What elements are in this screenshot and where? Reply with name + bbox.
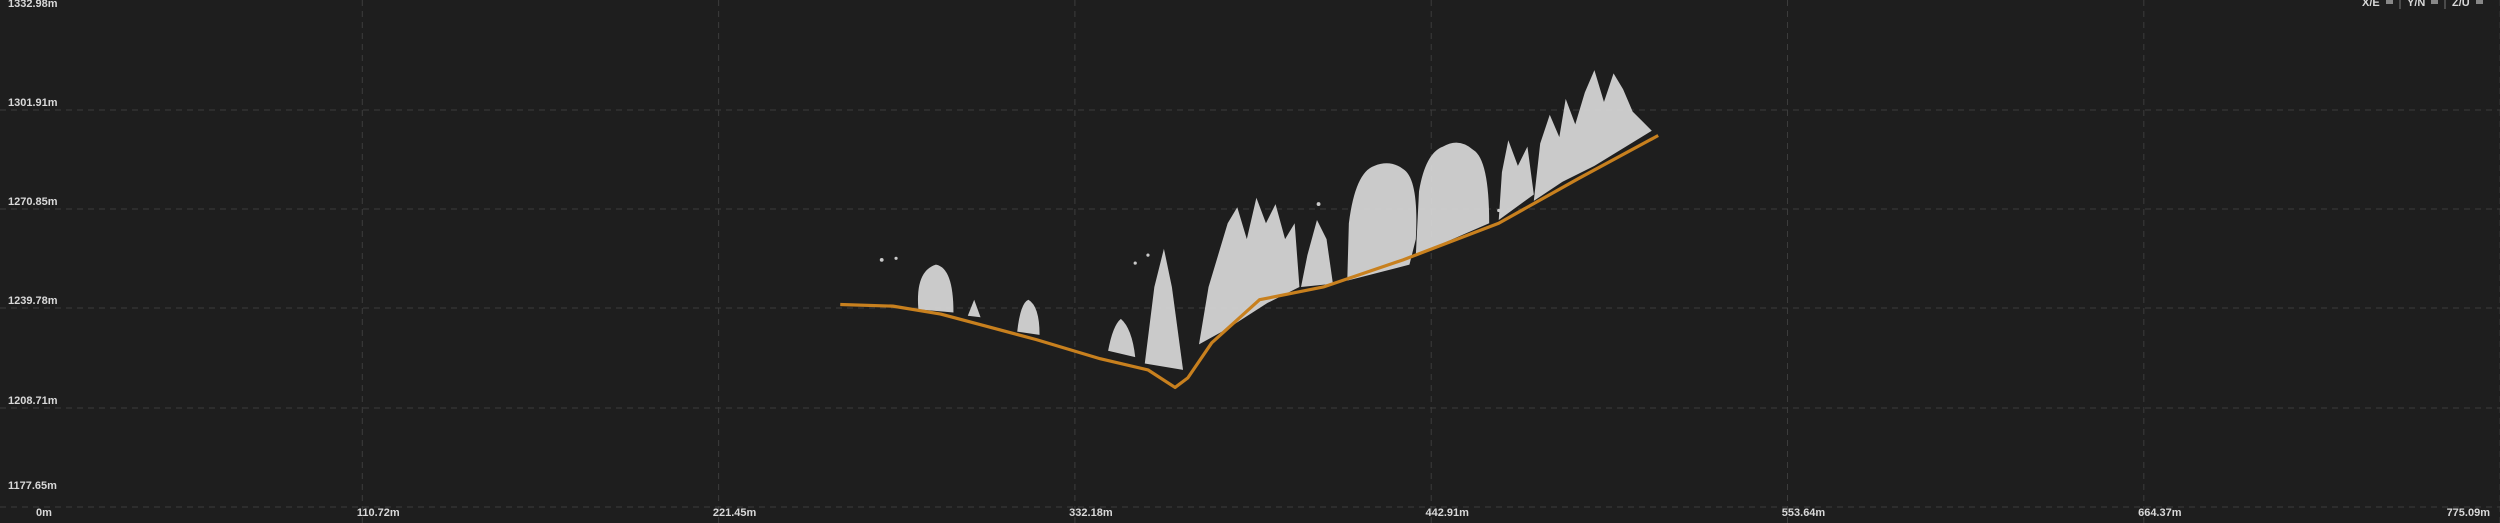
y-axis-label: 1239.78m [8,295,58,307]
axis-toggles: X/E Y/N Z/U [2362,0,2483,9]
x-axis-label: 442.91m [1425,507,1469,519]
axis-toggle[interactable]: X/E [2362,0,2380,9]
ground-points [840,134,1659,390]
y-axis-label: 1301.91m [8,97,58,109]
toggle-icon [2431,0,2438,4]
x-axis-label: 775.09m [2447,507,2491,519]
toggle-icon [2476,0,2483,4]
y-axis-label: 1177.65m [8,480,57,492]
x-axis-label: 0m [36,507,52,519]
y-axis-label: 1208.71m [8,395,58,407]
y-axis-label: 1270.85m [8,196,58,208]
x-axis-label: 553.64m [1782,507,1826,519]
axis-toggle[interactable]: Y/N [2407,0,2425,9]
x-axis-label: 221.45m [713,507,757,519]
axis-toggle[interactable]: Z/U [2452,0,2470,9]
x-axis-label: 332.18m [1069,507,1113,519]
vegetation-points [879,70,1652,370]
point-cloud [840,70,1659,390]
x-axis-label: 664.37m [2138,507,2182,519]
toggle-icon [2386,0,2393,4]
axis-labels: 1332.98m 1301.91m 1270.85m 1239.78m 1208.71m… [8,0,2490,519]
x-axis-label: 110.72m [357,507,400,519]
y-axis-label: 1332.98m [8,0,58,10]
